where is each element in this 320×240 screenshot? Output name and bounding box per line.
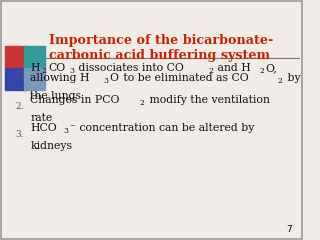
Text: 2: 2 xyxy=(278,77,283,85)
Text: 3.: 3. xyxy=(15,130,24,139)
Text: 2: 2 xyxy=(208,67,213,75)
Text: O: O xyxy=(109,73,118,83)
Text: Importance of the bicarbonate-: Importance of the bicarbonate- xyxy=(49,34,274,47)
Text: rate: rate xyxy=(30,113,52,123)
Text: 3: 3 xyxy=(69,67,74,75)
Text: 3: 3 xyxy=(63,127,68,135)
Text: by: by xyxy=(284,73,300,83)
Text: HCO: HCO xyxy=(30,123,57,133)
Text: H: H xyxy=(30,63,40,73)
Text: 2: 2 xyxy=(140,99,145,107)
Text: 3: 3 xyxy=(103,77,108,85)
Text: and H: and H xyxy=(214,63,251,73)
Text: carbonic acid buffering system: carbonic acid buffering system xyxy=(49,49,270,62)
Text: Changes in PCO: Changes in PCO xyxy=(30,95,120,105)
Text: concentration can be altered by: concentration can be altered by xyxy=(76,123,255,133)
Text: allowing H: allowing H xyxy=(30,73,90,83)
Text: modify the ventilation: modify the ventilation xyxy=(146,95,270,105)
Bar xyxy=(24,46,44,68)
Text: the lungs: the lungs xyxy=(30,91,81,101)
Text: 2: 2 xyxy=(259,67,264,75)
Bar xyxy=(5,46,26,68)
Text: 1.: 1. xyxy=(15,70,24,79)
Text: dissociates into CO: dissociates into CO xyxy=(75,63,184,73)
Text: 7: 7 xyxy=(286,225,292,234)
Text: 2.: 2. xyxy=(15,102,24,111)
Text: 2: 2 xyxy=(42,67,47,75)
Text: kidneys: kidneys xyxy=(30,141,72,151)
Text: ⁻: ⁻ xyxy=(69,123,75,133)
Text: CO: CO xyxy=(48,63,65,73)
Text: O,: O, xyxy=(265,63,277,73)
FancyBboxPatch shape xyxy=(1,1,302,239)
Bar xyxy=(5,68,26,90)
Bar xyxy=(24,68,44,90)
Text: to be eliminated as CO: to be eliminated as CO xyxy=(120,73,249,83)
